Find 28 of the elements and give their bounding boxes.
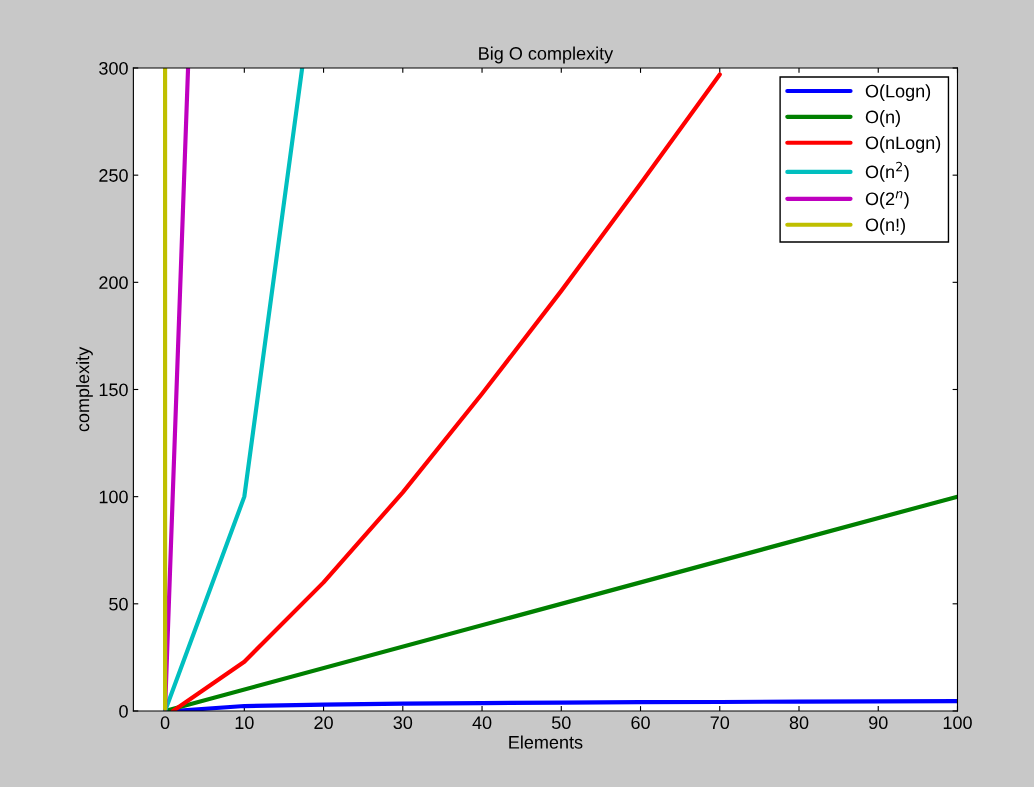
chart-title: Big O complexity — [479, 46, 614, 64]
x-tick-label: 10 — [235, 716, 254, 730]
x-axis-title: Elements — [509, 735, 583, 749]
x-tick-label: 50 — [551, 716, 571, 730]
y-tick-label: 100 — [99, 490, 128, 504]
line-series — [170, 72, 722, 711]
y-tick-label: 50 — [109, 597, 128, 611]
x-tick-label: 40 — [472, 716, 492, 730]
y-axis-title: complexity — [76, 346, 93, 432]
x-tick-label: 70 — [710, 716, 730, 730]
x-tick-label: 90 — [869, 716, 888, 730]
y-tick-label: 200 — [99, 276, 128, 290]
x-tick-label: 80 — [789, 716, 809, 730]
y-tick-label: 0 — [119, 704, 128, 718]
y-tick-label: 150 — [99, 383, 128, 397]
x-tick-label: 100 — [943, 716, 972, 730]
x-tick-label: 30 — [393, 716, 413, 730]
legend-label: O(Logn) — [865, 84, 931, 102]
y-tick-label: 250 — [99, 169, 128, 182]
legend-label: O(n) — [865, 110, 900, 127]
legend-label: O(n$^{2}$) — [865, 161, 909, 182]
x-tick-label: 60 — [631, 716, 650, 730]
x-tick-label: 20 — [314, 716, 333, 730]
legend-label: O(nLogn) — [865, 135, 941, 153]
legend-label: O(2$^{n}$) — [865, 191, 909, 209]
legend-label: O(n!) — [865, 217, 905, 235]
y-tick-label: 300 — [99, 61, 128, 75]
x-tick-label: 0 — [160, 716, 170, 730]
